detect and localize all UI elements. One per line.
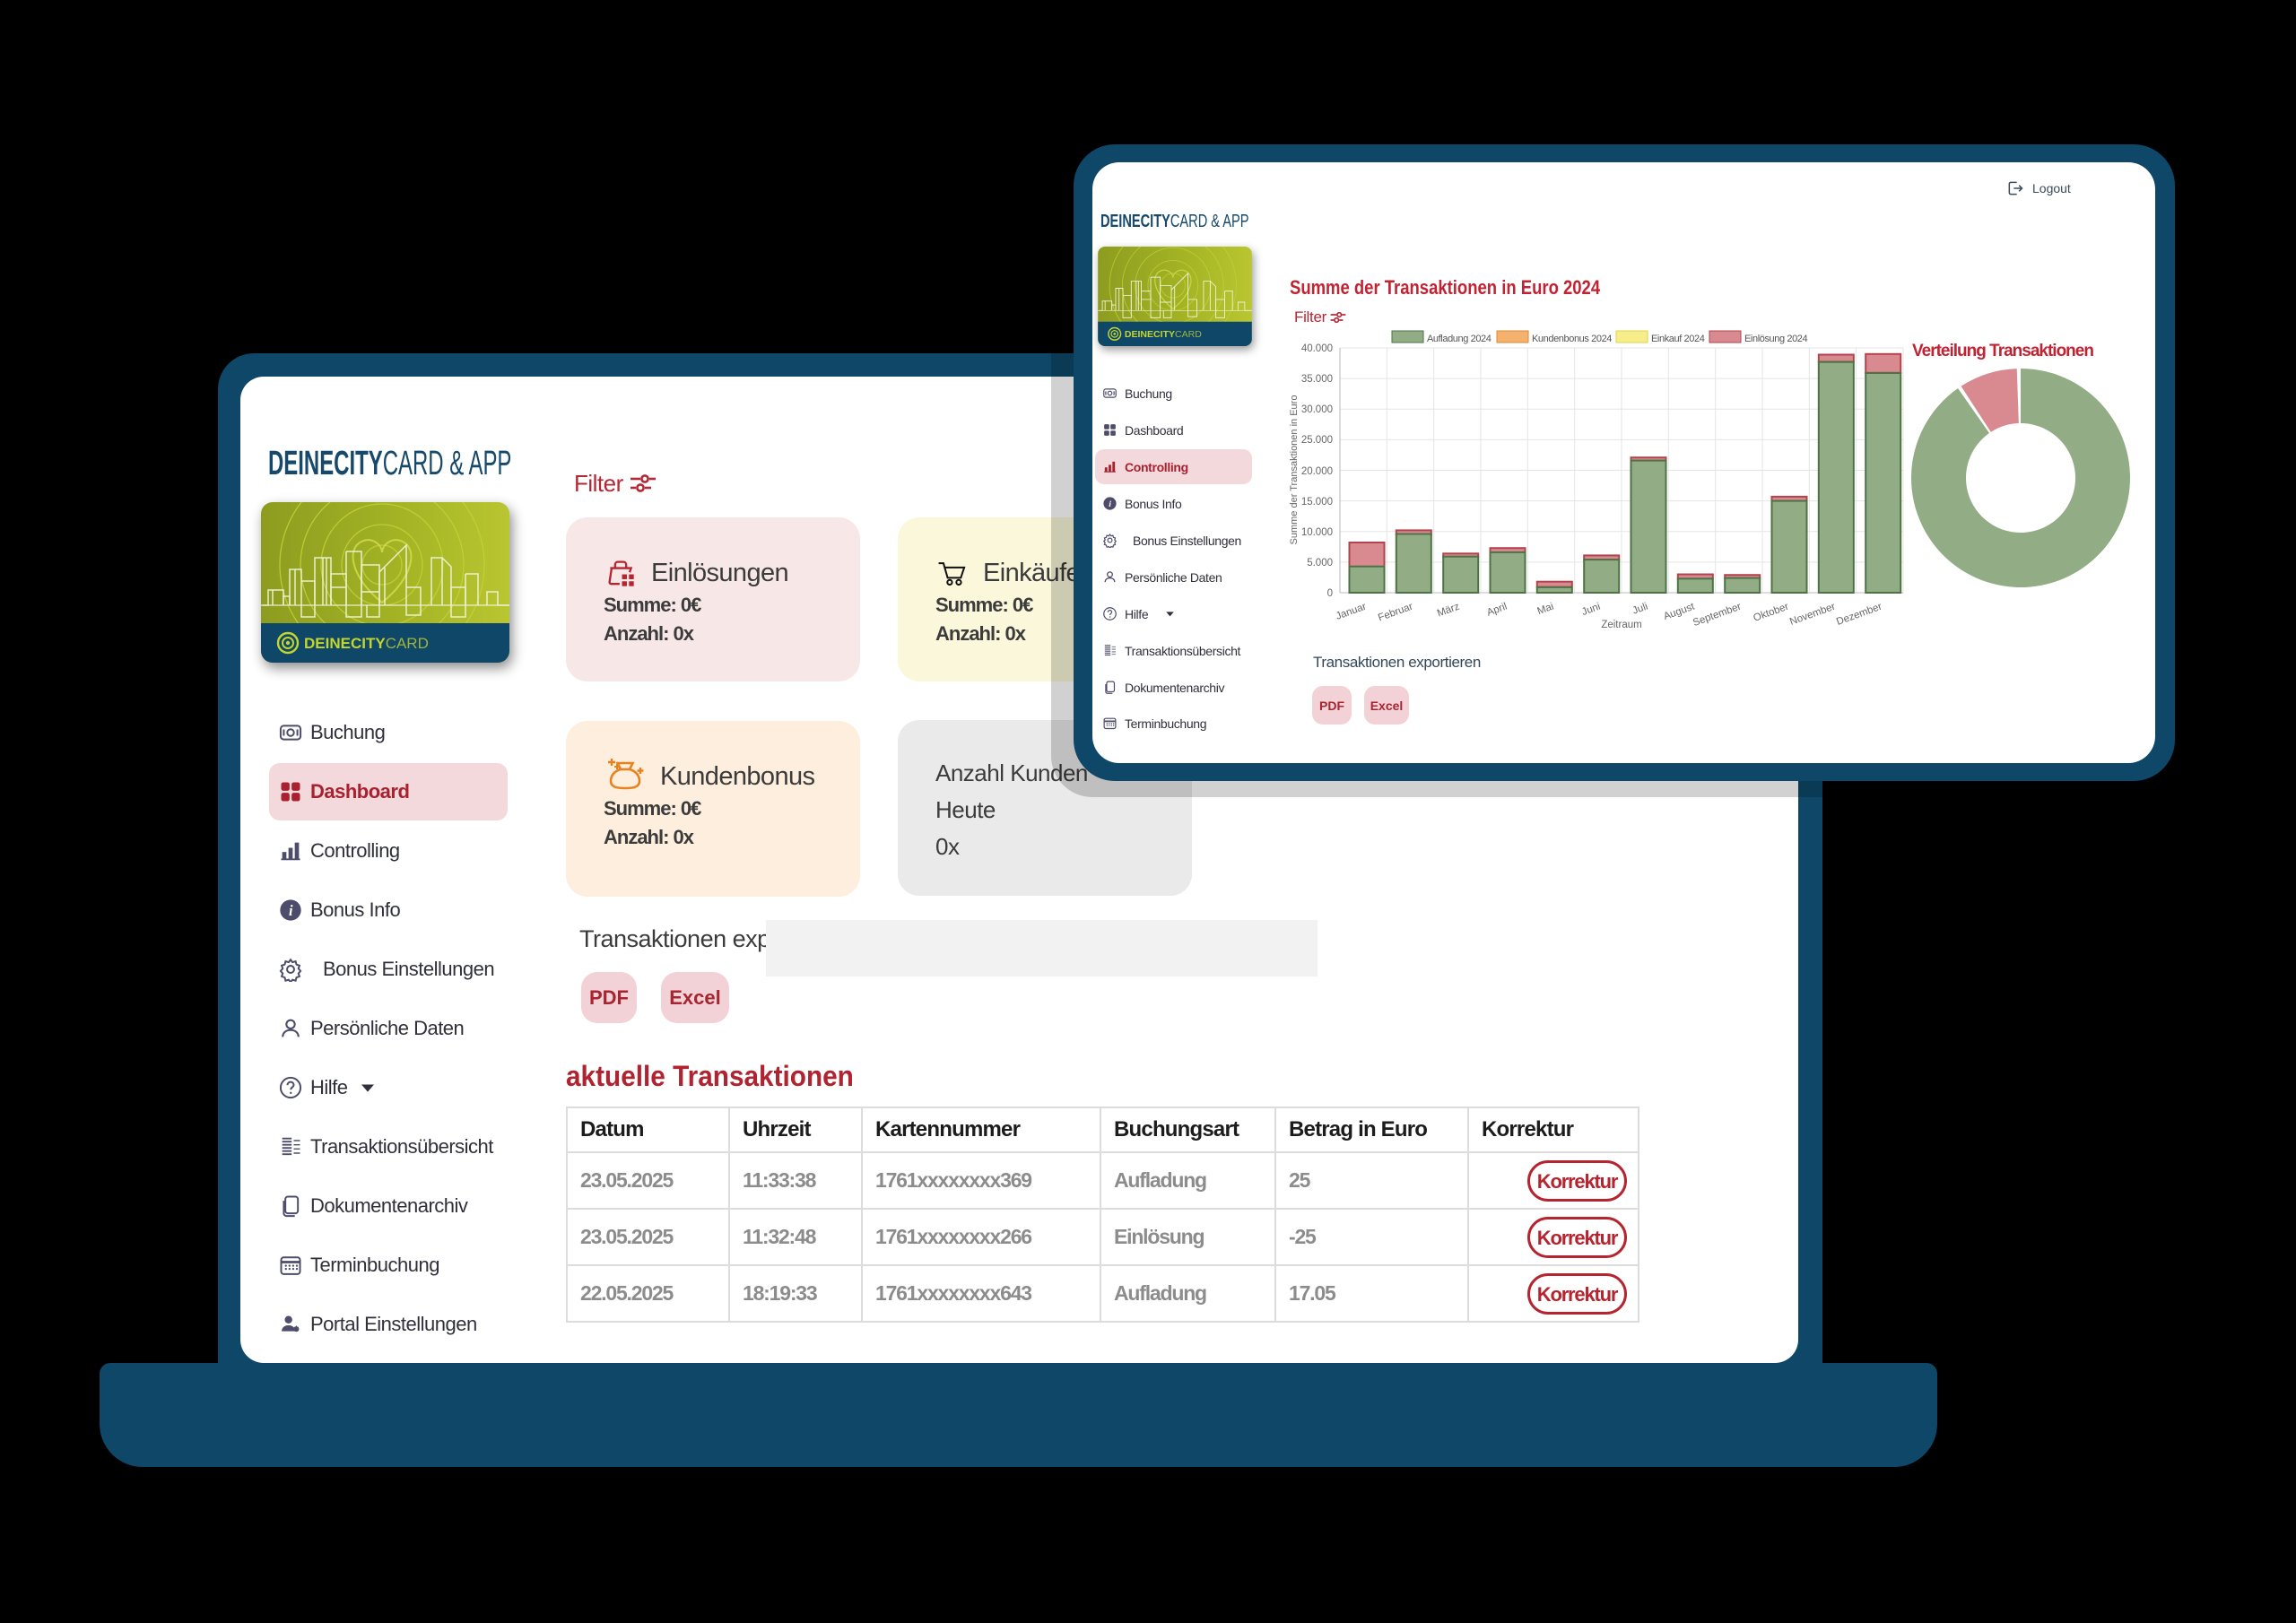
svg-text:Einlösung 2024: Einlösung 2024 (1744, 334, 1808, 344)
svg-text:Dezember: Dezember (1835, 601, 1883, 627)
svg-text:25.000: 25.000 (1301, 435, 1333, 446)
svg-text:Einkauf 2024: Einkauf 2024 (1651, 334, 1705, 344)
svg-text:40.000: 40.000 (1301, 343, 1333, 354)
svg-text:i: i (289, 902, 293, 919)
svg-text:35.000: 35.000 (1301, 374, 1333, 385)
svg-text:Januar: Januar (1335, 601, 1368, 621)
svg-text:April: April (1485, 602, 1509, 619)
svg-text:Februar: Februar (1377, 601, 1414, 623)
svg-text:Mai: Mai (1536, 602, 1556, 618)
svg-text:Juli: Juli (1631, 602, 1649, 617)
svg-text:0: 0 (1327, 588, 1333, 599)
svg-text:September: September (1692, 601, 1743, 629)
svg-text:März: März (1436, 601, 1461, 619)
svg-text:i: i (1109, 499, 1111, 509)
svg-text:Juni: Juni (1580, 602, 1602, 618)
svg-text:November: November (1788, 601, 1837, 627)
svg-text:5.000: 5.000 (1307, 558, 1333, 568)
svg-text:15.000: 15.000 (1301, 497, 1333, 508)
svg-text:10.000: 10.000 (1301, 527, 1333, 538)
svg-text:20.000: 20.000 (1301, 466, 1333, 477)
svg-text:Aufladung 2024: Aufladung 2024 (1427, 334, 1492, 344)
svg-text:Oktober: Oktober (1752, 601, 1790, 623)
svg-text:Zeitraum: Zeitraum (1601, 620, 1641, 630)
svg-text:Kundenbonus 2024: Kundenbonus 2024 (1532, 334, 1612, 344)
svg-text:30.000: 30.000 (1301, 404, 1333, 415)
svg-text:Summe der Transaktionen in Eur: Summe der Transaktionen in Euro (1289, 395, 1300, 545)
